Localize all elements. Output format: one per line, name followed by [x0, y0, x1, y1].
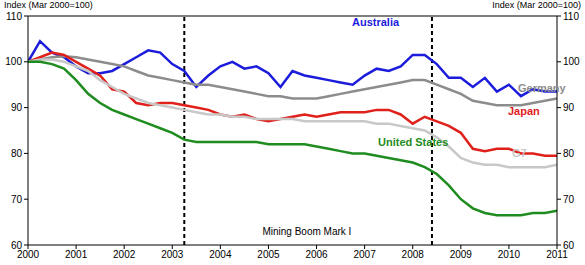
svg-text:110: 110	[8, 11, 22, 22]
svg-text:2007: 2007	[354, 249, 377, 260]
svg-text:80: 80	[563, 148, 575, 159]
html-text:Japan: Japan	[508, 105, 540, 117]
svg-text:100: 100	[8, 56, 22, 67]
svg-text:2008: 2008	[402, 249, 425, 260]
svg-text:2005: 2005	[257, 249, 280, 260]
svg-text:2003: 2003	[161, 249, 184, 260]
html-text:Index (Mar 2000=100): Index (Mar 2000=100)	[4, 0, 93, 10]
svg-text:110: 110	[563, 11, 577, 22]
svg-text:2011: 2011	[546, 249, 568, 260]
svg-text:2010: 2010	[498, 249, 521, 260]
svg-text:2002: 2002	[113, 249, 136, 260]
svg-text:2009: 2009	[450, 249, 473, 260]
svg-text:Mining Boom Mark I: Mining Boom Mark I	[262, 226, 351, 237]
svg-text:2000: 2000	[17, 249, 40, 260]
svg-text:70: 70	[563, 194, 575, 205]
svg-text:2001: 2001	[65, 249, 88, 260]
html-text:Germany: Germany	[518, 82, 566, 94]
html-text:G7: G7	[512, 147, 527, 159]
html-text:Australia: Australia	[352, 16, 400, 28]
svg-text:70: 70	[11, 194, 23, 205]
svg-text:100: 100	[563, 56, 577, 67]
svg-text:60: 60	[11, 240, 23, 251]
svg-text:60: 60	[563, 240, 575, 251]
html-text:Index (Mar 2000=100): Index (Mar 2000=100)	[492, 0, 581, 10]
svg-text:2004: 2004	[209, 249, 232, 260]
svg-text:2006: 2006	[305, 249, 328, 260]
svg-text:90: 90	[563, 102, 575, 113]
html-text:United States: United States	[378, 136, 449, 148]
svg-text:90: 90	[11, 102, 23, 113]
svg-text:80: 80	[11, 148, 23, 159]
